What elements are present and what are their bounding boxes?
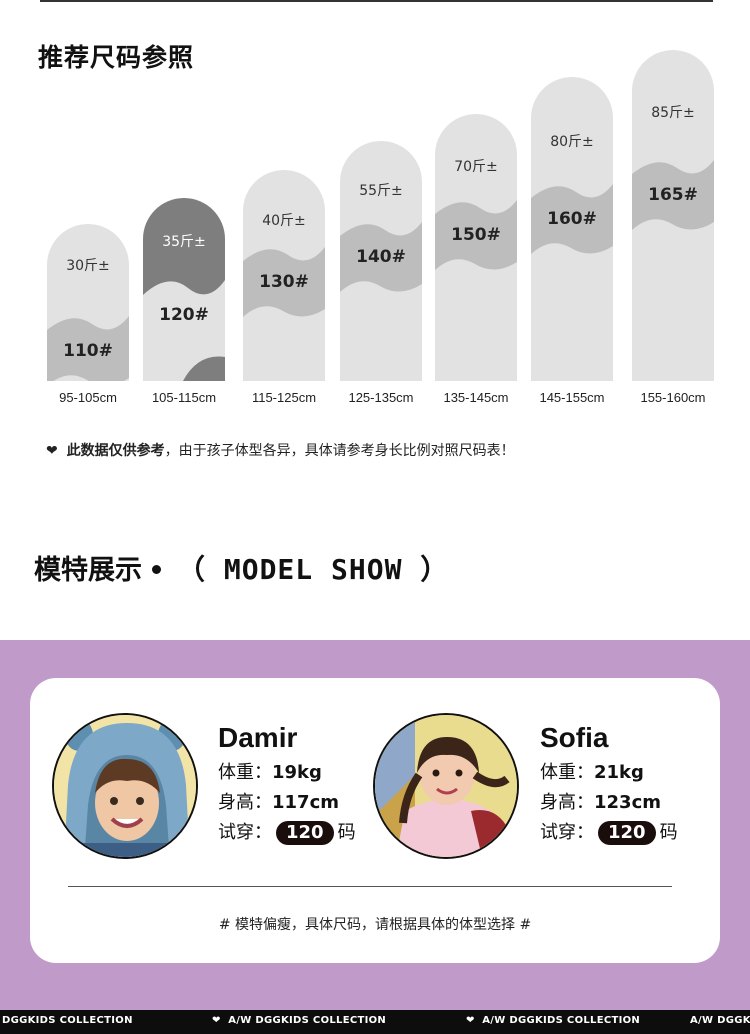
size-column: 80斤± 160# 145-155cm [531,77,613,405]
model-note: # 模特偏瘦，具体尺码，请根据具体的体型选择 # [218,917,532,933]
size-column: 85斤± 165# 155-160cm [632,50,714,405]
weight-label: 30斤± [66,258,110,274]
height-range-label: 105-115cm [152,390,216,405]
weight-label: 80斤± [550,134,594,150]
model-info: 体重：19kg 身高：117cm 试穿： 120 码 [218,758,356,848]
height-label: 身高： [218,792,272,813]
size-label: 130# [259,272,309,292]
weight-label: 40斤± [262,213,306,229]
weight-label: 体重： [540,762,594,783]
weight-label: 70斤± [454,159,498,175]
try-label: 试穿： [218,822,272,843]
wave-band [143,280,225,381]
size-label: 165# [648,185,698,205]
height-range-label: 125-135cm [348,390,413,405]
size-pill: 120 [598,821,656,845]
wave-band [47,316,129,381]
footer-item: ❤ A/W DGGKIDS COLLECTION [212,1015,387,1026]
height-value: 123cm [594,792,661,813]
boy-portrait-icon [54,715,196,857]
weight-value: 19kg [272,762,322,783]
size-label: 120# [159,305,209,325]
top-divider [40,0,713,2]
weight-label: 35斤± [162,234,206,250]
size-column: 55斤± 140# 125-135cm [340,141,422,405]
card-divider [68,886,672,887]
wave-band [183,356,225,381]
model-card: Damir 体重：19kg 身高：117cm 试穿： 120 码 Sofia 体重：… [30,678,720,963]
wave-band [632,160,714,230]
wave-band [243,247,325,317]
weight-label: 85斤± [651,105,695,121]
model-title-cn: 模特展示 [34,555,142,586]
height-range-label: 115-125cm [252,390,316,405]
model-section-title: 模特展示 （ MODEL SHOW ） [34,548,449,588]
heart-icon: ❤ [46,443,58,459]
size-label: 160# [547,209,597,229]
size-column: 40斤± 130# 115-125cm [243,170,325,405]
size-note-rest: ，由于孩子体型各异，具体请参考身长比例对照尺码表！ [164,443,515,459]
wave-band [435,200,517,270]
model-title-en: （ MODEL SHOW ） [177,553,450,586]
size-pill: 120 [276,821,334,845]
avatar [373,713,519,859]
size-note: ❤ 此数据仅供参考，由于孩子体型各异，具体请参考身长比例对照尺码表！ [46,440,515,460]
size-chart: 30斤± 110# 95-105cm 35斤± 120# 105-115cm 40斤± 130… [47,50,714,405]
model-name: Sofia [540,722,609,753]
footer-text: A/W DGGKIDS COLLECTION [228,1015,387,1026]
footer-text: A/W DGGKIDS [690,1015,750,1026]
height-range-label: 145-155cm [539,390,604,405]
weight-label: 体重： [218,762,272,783]
dot-icon [152,565,161,574]
size-column: 30斤± 110# 95-105cm [47,224,129,405]
size-label: 140# [356,247,406,267]
height-range-label: 95-105cm [59,390,117,405]
size-note-bold: 此数据仅供参考 [66,443,165,459]
size-column: 35斤± 120# 105-115cm [143,198,225,405]
model-info: 体重：21kg 身高：123cm 试穿： 120 码 [540,758,678,848]
weight-label: 55斤± [359,183,403,199]
avatar [52,713,198,859]
footer-text: A/W DGGKIDS COLLECTION [482,1015,641,1026]
footer-item: ❤ A/W DGGKIDS COLLECTION [466,1015,641,1026]
wave-band [531,184,613,254]
size-suffix: 码 [337,822,356,843]
size-label: 110# [63,341,113,361]
footer-text: DGGKIDS COLLECTION [2,1015,133,1026]
try-label: 试穿： [540,822,594,843]
wave-band [340,222,422,292]
height-label: 身高： [540,792,594,813]
weight-value: 21kg [594,762,644,783]
size-column: 70斤± 150# 135-145cm [435,114,517,405]
height-range-label: 155-160cm [640,390,705,405]
footer-strip: DGGKIDS COLLECTION ❤ A/W DGGKIDS COLLECT… [0,1010,750,1034]
size-suffix: 码 [659,822,678,843]
girl-portrait-icon [375,715,517,857]
size-section-title: 推荐尺码参照 [38,43,195,72]
model-name: Damir [218,722,298,753]
height-range-label: 135-145cm [443,390,508,405]
size-label: 150# [451,225,501,245]
height-value: 117cm [272,792,339,813]
